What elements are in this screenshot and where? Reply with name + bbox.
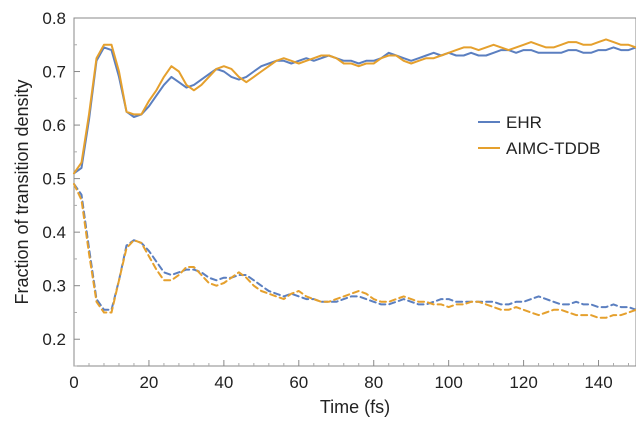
x-tick-label: 40 xyxy=(214,373,233,392)
x-tick-label: 60 xyxy=(289,373,308,392)
series-line-ehr-upper xyxy=(73,46,636,175)
y-tick-label: 0.8 xyxy=(42,9,66,28)
y-tick-label: 0.6 xyxy=(42,116,66,135)
series-line-ehr-lower xyxy=(73,183,636,311)
x-axis-title: Time (fs) xyxy=(320,397,390,417)
y-tick-label: 0.2 xyxy=(42,330,66,349)
x-tick-label: 0 xyxy=(69,373,78,392)
y-axis-title: Fraction of transition density xyxy=(12,79,32,304)
x-tick-label: 80 xyxy=(364,373,383,392)
x-tick-label: 140 xyxy=(584,373,612,392)
y-tick-label: 0.3 xyxy=(42,277,66,296)
x-tick-label: 120 xyxy=(509,373,537,392)
series-layer xyxy=(73,38,636,319)
y-tick-label: 0.4 xyxy=(42,223,66,242)
plot-frame xyxy=(73,17,636,367)
legend-label: AIMC-TDDB xyxy=(506,139,600,158)
x-tick-label: 20 xyxy=(139,373,158,392)
legend: EHR AIMC-TDDB xyxy=(478,113,600,158)
y-axis-ticks: 0.2 0.3 0.4 0.5 0.6 0.7 0.8 xyxy=(42,9,80,367)
x-tick-label: 100 xyxy=(434,373,462,392)
x-axis-ticks: 0 20 40 60 80 100 120 140 xyxy=(69,360,630,392)
legend-label: EHR xyxy=(506,113,542,132)
y-tick-label: 0.5 xyxy=(42,170,66,189)
series-line-aimc-tddb-lower xyxy=(73,183,636,319)
y-tick-label: 0.7 xyxy=(42,63,66,82)
series-line-aimc-tddb-upper xyxy=(73,38,636,175)
